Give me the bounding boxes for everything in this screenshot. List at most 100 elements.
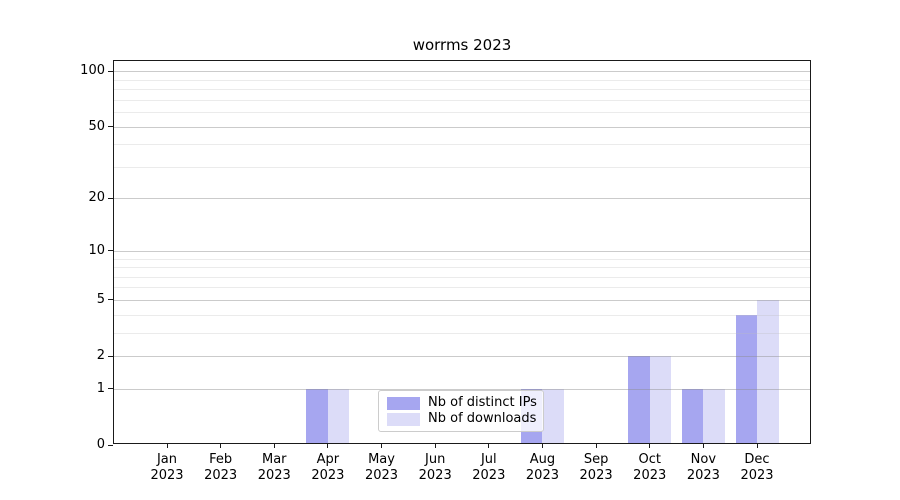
- gridline-major: [113, 356, 811, 358]
- x-axis-tick-label: Jun 2023: [405, 452, 465, 484]
- x-tick-mark: [166, 444, 168, 448]
- bar-downloads: [703, 388, 725, 444]
- chart-title: worrms 2023: [412, 36, 512, 54]
- legend-item-distinct-ips: Nb of distinct IPs: [387, 395, 537, 410]
- bar-distinct-ips: [628, 356, 650, 444]
- gridline-major: [113, 388, 811, 390]
- x-tick-month: Feb: [209, 452, 233, 467]
- x-tick-year: 2023: [633, 468, 667, 483]
- gridline-minor: [113, 166, 811, 168]
- x-tick-year: 2023: [418, 468, 452, 483]
- y-tick-mark: [108, 250, 113, 252]
- legend-item-downloads: Nb of downloads: [387, 411, 537, 426]
- legend-label-distinct-ips: Nb of distinct IPs: [428, 395, 537, 410]
- x-tick-year: 2023: [525, 468, 559, 483]
- x-axis-tick-label: Mar 2023: [244, 452, 304, 484]
- y-axis-tick-label: 50: [88, 118, 105, 134]
- y-axis-tick-label: 5: [96, 291, 105, 307]
- x-tick-month: Mar: [262, 452, 287, 467]
- legend: Nb of distinct IPs Nb of downloads: [378, 390, 544, 432]
- x-tick-year: 2023: [311, 468, 345, 483]
- x-axis-tick-label: Nov 2023: [673, 452, 733, 484]
- x-tick-month: Aug: [529, 452, 556, 467]
- gridline-major: [113, 299, 811, 301]
- bar-downloads: [757, 299, 779, 444]
- gridline-minor: [113, 99, 811, 101]
- x-tick-mark: [434, 444, 436, 448]
- y-tick-mark: [108, 126, 113, 128]
- x-axis-tick-label: Aug 2023: [512, 452, 572, 484]
- x-tick-month: Apr: [316, 452, 340, 467]
- y-tick-mark: [108, 355, 113, 357]
- y-tick-mark: [108, 299, 113, 301]
- legend-swatch-downloads: [387, 412, 420, 426]
- y-axis-tick-label: 20: [88, 190, 105, 206]
- x-tick-month: May: [368, 452, 395, 467]
- x-tick-mark: [273, 444, 275, 448]
- x-tick-mark: [488, 444, 490, 448]
- x-axis-tick-label: Apr 2023: [298, 452, 358, 484]
- plot-area: [113, 60, 811, 444]
- gridline-minor: [113, 332, 811, 334]
- gridline-major: [113, 198, 811, 200]
- x-axis-tick-label: May 2023: [352, 452, 412, 484]
- x-tick-month: Dec: [744, 452, 770, 467]
- x-tick-mark: [220, 444, 222, 448]
- bar-distinct-ips: [735, 314, 757, 444]
- gridline-minor: [113, 79, 811, 81]
- x-axis-tick-label: Feb 2023: [191, 452, 251, 484]
- x-tick-year: 2023: [150, 468, 184, 483]
- x-axis-tick-label: Oct 2023: [620, 452, 680, 484]
- bar-distinct-ips: [306, 388, 328, 444]
- x-tick-month: Oct: [638, 452, 661, 467]
- y-tick-mark: [108, 197, 113, 199]
- gridline-major: [113, 250, 811, 252]
- y-axis-tick-label: 100: [80, 63, 105, 79]
- bar-downloads: [542, 388, 564, 444]
- x-tick-mark: [702, 444, 704, 448]
- x-tick-month: Nov: [690, 452, 717, 467]
- x-tick-year: 2023: [364, 468, 399, 483]
- y-tick-mark: [108, 70, 113, 72]
- x-axis-tick-label: Jul 2023: [459, 452, 519, 484]
- gridline-minor: [113, 89, 811, 91]
- x-tick-mark: [381, 444, 383, 448]
- x-tick-year: 2023: [257, 468, 291, 483]
- y-tick-mark: [108, 388, 113, 390]
- y-axis-tick-label: 2: [96, 348, 105, 364]
- x-tick-mark: [327, 444, 329, 448]
- y-axis-tick-label: 0: [96, 437, 105, 452]
- x-tick-mark: [541, 444, 543, 448]
- x-tick-month: Jan: [156, 452, 178, 467]
- x-tick-mark: [649, 444, 651, 448]
- y-axis-tick-label: 1: [96, 380, 105, 396]
- x-axis-tick-label: Dec 2023: [727, 452, 787, 484]
- x-axis-tick-label: Sep 2023: [566, 452, 626, 484]
- x-axis-tick-label: Jan 2023: [137, 452, 197, 484]
- gridline-minor: [113, 314, 811, 316]
- gridline-major: [113, 126, 811, 128]
- x-tick-year: 2023: [740, 468, 774, 483]
- x-tick-month: Jul: [480, 452, 497, 467]
- gridline-major: [113, 71, 811, 73]
- bar-distinct-ips: [681, 388, 704, 444]
- legend-label-downloads: Nb of downloads: [428, 411, 537, 426]
- x-tick-year: 2023: [686, 468, 720, 483]
- gridline-minor: [113, 144, 811, 146]
- y-tick-mark: [108, 444, 113, 446]
- x-tick-year: 2023: [579, 468, 613, 483]
- bar-downloads: [327, 388, 350, 444]
- x-tick-mark: [756, 444, 758, 448]
- gridline-minor: [113, 276, 811, 278]
- y-axis-tick-label: 10: [88, 242, 105, 258]
- x-tick-year: 2023: [204, 468, 238, 483]
- gridline-minor: [113, 287, 811, 289]
- x-tick-year: 2023: [472, 468, 506, 483]
- x-tick-month: Sep: [583, 452, 609, 467]
- bar-downloads: [649, 356, 672, 444]
- legend-swatch-distinct-ips: [387, 396, 420, 410]
- gridline-minor: [113, 112, 811, 114]
- gridline-minor: [113, 267, 811, 269]
- x-tick-month: Jun: [425, 452, 446, 467]
- gridline-minor: [113, 258, 811, 260]
